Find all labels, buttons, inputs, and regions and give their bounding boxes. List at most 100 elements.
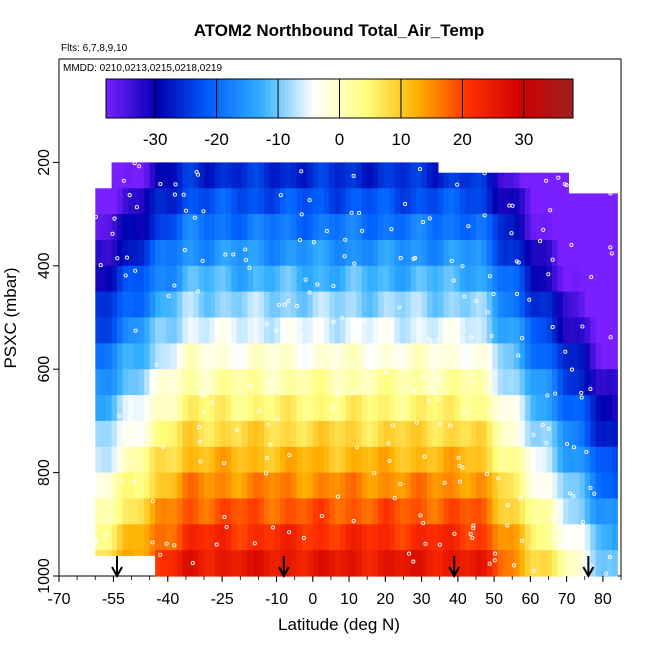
heat-cell (209, 446, 216, 474)
heat-cell (291, 369, 298, 396)
heat-cell (225, 162, 232, 189)
heat-cell (492, 369, 499, 396)
heat-cell (448, 524, 455, 551)
heat-cell (388, 162, 395, 189)
missing-marker (477, 362, 482, 367)
heat-cell (563, 239, 569, 267)
heat-cell (394, 239, 401, 267)
heat-cell (160, 550, 167, 577)
heat-cell (606, 291, 613, 319)
heat-cell (552, 524, 559, 551)
x-tick-label: -70 (47, 591, 70, 608)
heat-cell (486, 239, 493, 267)
heat-cell (611, 472, 618, 499)
heat-cell (601, 420, 608, 448)
heat-cell (122, 162, 129, 189)
heat-cell (410, 472, 417, 499)
heat-cell (111, 239, 118, 267)
missing-marker (222, 515, 227, 520)
heat-cell (486, 420, 493, 448)
heat-cell (476, 317, 482, 344)
heat-cell (247, 446, 254, 474)
heat-cell (258, 550, 265, 577)
heat-cell (176, 472, 183, 499)
heat-cell (378, 369, 385, 396)
heat-cell (312, 162, 319, 189)
colorbar-segment (347, 79, 352, 118)
heat-cell (524, 214, 531, 241)
heat-cell (220, 188, 227, 215)
heat-cell (541, 188, 548, 215)
heat-cell (503, 395, 510, 422)
heat-cell (253, 550, 259, 577)
heat-cell (356, 395, 363, 422)
heat-cell (106, 472, 113, 499)
heat-cell (584, 446, 591, 474)
heat-cell (204, 472, 210, 499)
heat-cell (231, 420, 238, 448)
heat-cell (416, 188, 423, 215)
heat-cell (323, 524, 330, 551)
heat-cell (100, 265, 107, 293)
heat-cell (296, 369, 303, 396)
colorbar-segment (537, 79, 543, 118)
heat-cell (263, 214, 270, 241)
colorbar-segment (300, 79, 305, 118)
heat-cell (111, 446, 118, 474)
heat-cell (524, 446, 531, 474)
heat-cell (367, 188, 374, 215)
missing-marker (474, 298, 479, 304)
heat-cell (285, 291, 292, 319)
missing-marker (350, 365, 355, 370)
heat-cell (280, 420, 287, 448)
heat-cell (144, 343, 151, 370)
heat-cell (155, 317, 162, 344)
heat-cell (323, 343, 330, 370)
heat-cell (508, 214, 515, 241)
heat-cell (427, 446, 433, 474)
colorbar-segment (191, 79, 197, 118)
heat-cell (225, 291, 232, 319)
colorbar-segment (444, 79, 449, 118)
heat-cell (405, 162, 412, 189)
heat-cell (133, 265, 140, 293)
heat-cell (155, 162, 162, 189)
missing-marker (268, 442, 273, 447)
heat-cell (138, 420, 145, 448)
heat-cell (345, 343, 352, 370)
heat-cell (535, 291, 542, 319)
heat-cell (198, 550, 205, 577)
heat-cell (318, 188, 325, 215)
missing-marker (437, 542, 442, 547)
missing-marker (264, 322, 269, 327)
heat-cell (497, 214, 504, 241)
heat-cell (117, 524, 123, 551)
heat-cell (214, 188, 221, 215)
missing-marker (514, 405, 519, 410)
heat-cell (95, 343, 102, 370)
heat-cell (470, 291, 477, 319)
heat-cell (312, 188, 319, 215)
heat-cell (247, 162, 254, 189)
heat-cell (595, 446, 602, 474)
missing-marker (319, 513, 324, 519)
colorbar-segment (320, 79, 325, 118)
heat-cell (557, 188, 564, 215)
heat-cell (160, 265, 167, 293)
missing-marker (411, 559, 416, 564)
heat-cell (144, 420, 151, 448)
heat-cell (486, 395, 493, 422)
heat-cell (214, 395, 221, 422)
missing-marker (531, 569, 536, 574)
heat-cell (193, 472, 200, 499)
heat-cell (301, 317, 308, 344)
heat-cell (541, 524, 548, 551)
heat-cell (530, 472, 537, 499)
heat-cell (421, 395, 428, 422)
heat-cell (443, 265, 450, 293)
heat-cell (204, 550, 210, 577)
colorbar-segment (397, 79, 403, 118)
heat-cell (524, 369, 531, 396)
heat-cell (312, 343, 319, 370)
colorbar-segment (125, 79, 130, 118)
